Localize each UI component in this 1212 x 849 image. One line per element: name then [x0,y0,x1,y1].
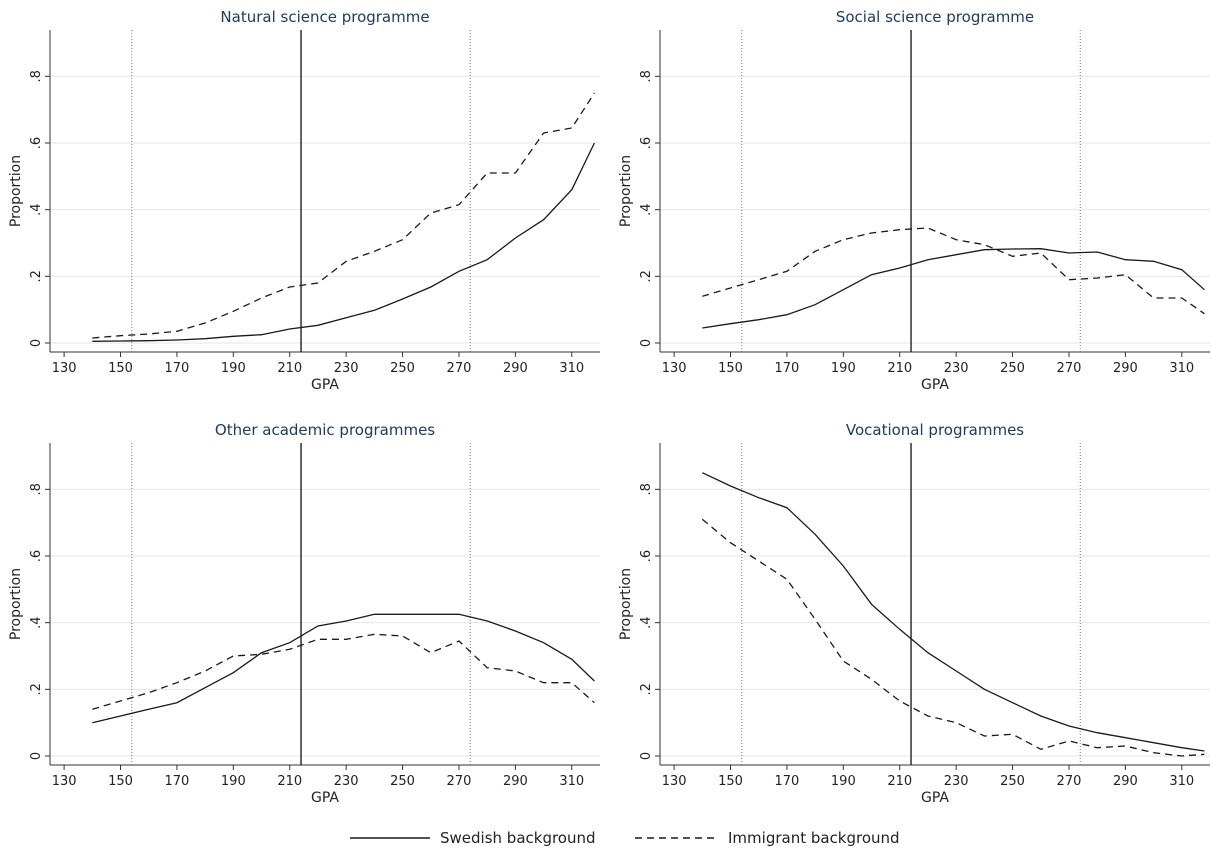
y-tick-label: 0 [639,752,654,760]
x-axis-title: GPA [311,377,339,393]
x-tick-label: 250 [1000,361,1025,376]
x-tick-label: 130 [52,774,77,789]
x-tick-label: 130 [662,774,687,789]
x-tick-label: 290 [503,774,528,789]
series-swedish-line [702,248,1205,329]
x-tick-label: 210 [277,361,302,376]
x-tick-label: 230 [944,361,969,376]
x-tick-label: 210 [887,774,912,789]
x-axis-title: GPA [921,790,949,806]
chart-panel-3: Other academic programmes 0 .2 .4 .6 .8 130 150… [8,421,600,806]
x-tick-label: 230 [334,361,359,376]
y-tick-label: .8 [29,483,44,495]
x-tick-label: 250 [390,774,415,789]
series-immigrant-line [92,633,595,710]
x-tick-label: 310 [559,361,584,376]
x-tick-label: 130 [662,361,687,376]
x-tick-label: 150 [108,361,133,376]
y-tick-label: 0 [29,752,44,760]
y-tick-label: .8 [639,483,654,495]
x-axis-title: GPA [921,377,949,393]
x-tick-label: 170 [165,361,190,376]
y-tick-label: .2 [639,270,654,282]
legend-immigrant-label: Immigrant background [728,829,900,847]
x-tick-label: 310 [1169,774,1194,789]
x-tick-label: 170 [775,774,800,789]
panel-title: Vocational programmes [846,421,1024,439]
series-swedish-line [92,613,595,724]
x-tick-label: 170 [775,361,800,376]
x-tick-label: 270 [447,774,472,789]
series-immigrant-line [701,518,1205,757]
y-tick-label: .2 [29,270,44,282]
x-tick-label: 310 [1169,361,1194,376]
x-tick-label: 210 [887,361,912,376]
y-tick-label: .8 [639,70,654,82]
x-tick-label: 310 [559,774,584,789]
x-tick-label: 270 [1057,774,1082,789]
y-tick-label: .8 [29,70,44,82]
y-axis-title: Proportion [618,155,634,227]
x-tick-label: 290 [1113,774,1138,789]
y-axis-title: Proportion [8,155,24,227]
y-tick-label: 0 [639,339,654,347]
chart-panel-2: Social science programme 0 .2 .4 .6 .8 130 150 1… [618,8,1210,393]
panel-title: Social science programme [836,8,1034,26]
series-swedish-line [702,472,1205,752]
x-tick-label: 130 [52,361,77,376]
y-tick-label: .6 [639,550,654,562]
legend: Swedish background Immigrant background [350,829,900,847]
y-tick-label: .4 [639,616,654,628]
y-tick-label: .2 [29,683,44,695]
x-tick-label: 230 [944,774,969,789]
y-tick-label: .6 [639,137,654,149]
x-axis-title: GPA [311,790,339,806]
y-tick-label: .4 [639,203,654,215]
x-tick-label: 190 [221,774,246,789]
y-tick-label: 0 [29,339,44,347]
y-axis-title: Proportion [8,568,24,640]
chart-panels: Natural science programme 0 .2 .4 .6 .8 130 150… [8,8,1210,806]
panel-title: Natural science programme [220,8,429,26]
x-tick-label: 150 [718,774,743,789]
x-tick-label: 210 [277,774,302,789]
x-tick-label: 290 [503,361,528,376]
x-tick-label: 170 [165,774,190,789]
y-tick-label: .4 [29,616,44,628]
x-tick-label: 190 [831,361,856,376]
x-tick-label: 150 [718,361,743,376]
y-tick-label: .2 [639,683,654,695]
legend-swedish-label: Swedish background [440,829,596,847]
chart-panel-1: Natural science programme 0 .2 .4 .6 .8 130 150… [8,8,600,393]
series-swedish-line [92,142,595,342]
x-tick-label: 270 [447,361,472,376]
x-tick-label: 270 [1057,361,1082,376]
series-immigrant-line [92,92,595,339]
x-tick-label: 230 [334,774,359,789]
series-immigrant-line [702,227,1205,315]
x-tick-label: 290 [1113,361,1138,376]
y-axis-title: Proportion [618,568,634,640]
x-tick-label: 250 [1000,774,1025,789]
x-tick-label: 190 [831,774,856,789]
panel-title: Other academic programmes [215,421,435,439]
chart-panel-4: Vocational programmes 0 .2 .4 .6 .8 130 150 170 1… [618,421,1210,806]
y-tick-label: .6 [29,550,44,562]
y-tick-label: .4 [29,203,44,215]
x-tick-label: 190 [221,361,246,376]
y-tick-label: .6 [29,137,44,149]
x-tick-label: 250 [390,361,415,376]
x-tick-label: 150 [108,774,133,789]
